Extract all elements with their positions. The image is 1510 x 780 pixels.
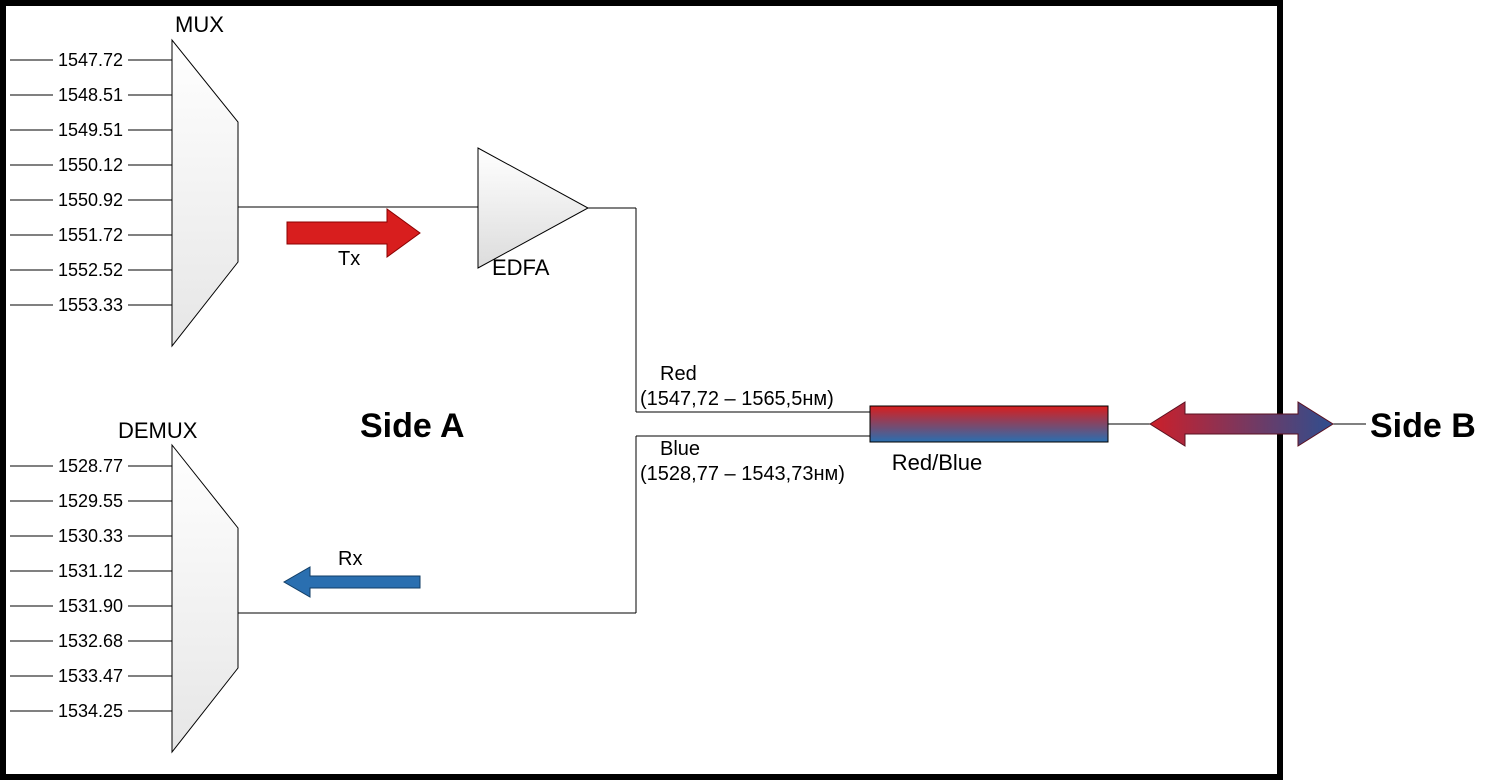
- demux-block-wavelength-0: 1528.77: [58, 456, 123, 476]
- rx-label: Rx: [338, 548, 362, 570]
- demux-block-wavelength-3: 1531.12: [58, 561, 123, 581]
- edfa-amplifier: [478, 148, 588, 268]
- mux-block-wavelength-5: 1551.72: [58, 225, 123, 245]
- demux-block-wavelength-4: 1531.90: [58, 596, 123, 616]
- tx-label: Tx: [338, 248, 360, 270]
- side-b-label: Side B: [1370, 407, 1476, 445]
- diagram-canvas: 1547.72 1548.51 1549.51 1550.12 1550.92 1551.…: [0, 0, 1510, 780]
- demux-label: DEMUX: [118, 418, 198, 443]
- demux-block-wavelength-2: 1530.33: [58, 526, 123, 546]
- mux-block-wavelength-0: 1547.72: [58, 50, 123, 70]
- blue-band-range: (1528,77 – 1543,73нм): [640, 463, 845, 485]
- demux-block-wavelength-6: 1533.47: [58, 666, 123, 686]
- mux-block-wavelength-2: 1549.51: [58, 120, 123, 140]
- side-a-label: Side A: [360, 407, 465, 445]
- red-band-range: (1547,72 – 1565,5нм): [640, 388, 834, 410]
- demux-block-wavelength-5: 1532.68: [58, 631, 123, 651]
- bidirectional-arrow: [1150, 402, 1333, 446]
- blue-band-label: Blue: [660, 438, 700, 460]
- mux-block-wavelength-7: 1553.33: [58, 295, 123, 315]
- demux-block: [172, 445, 238, 752]
- mux-block: [172, 40, 238, 346]
- mux-block-wavelength-3: 1550.12: [58, 155, 123, 175]
- rx-arrow: [284, 567, 420, 597]
- mux-block-wavelength-1: 1548.51: [58, 85, 123, 105]
- mux-block-wavelength-6: 1552.52: [58, 260, 123, 280]
- demux-block-wavelength-7: 1534.25: [58, 701, 123, 721]
- red-band-label: Red: [660, 363, 697, 385]
- red-blue-filter: [870, 406, 1108, 442]
- red-blue-label: Red/Blue: [892, 450, 983, 475]
- demux-block-wavelength-1: 1529.55: [58, 491, 123, 511]
- edfa-label: EDFA: [492, 255, 550, 280]
- mux-block-wavelength-4: 1550.92: [58, 190, 123, 210]
- mux-label: MUX: [175, 12, 224, 37]
